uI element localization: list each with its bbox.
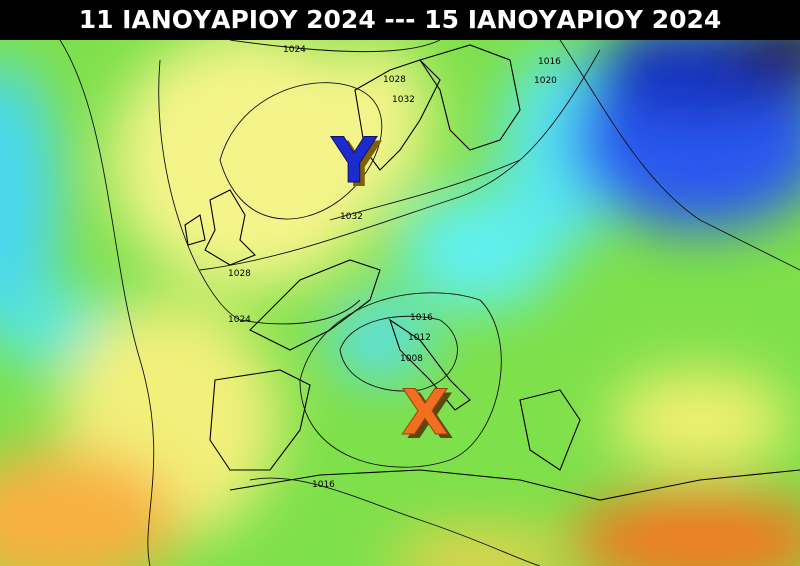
- isobar-label: 1016: [312, 480, 335, 490]
- isobar-label: 1016: [410, 313, 433, 323]
- isobar-label: 1028: [228, 269, 251, 279]
- isobars: [59, 40, 800, 566]
- isobar-label: 1020: [534, 76, 557, 86]
- isobar-label: 1016: [538, 57, 561, 67]
- anomaly-field: [0, 40, 800, 566]
- high-marker: Y: [331, 124, 378, 197]
- isobar-label: 1032: [392, 95, 415, 105]
- coastlines: [184, 44, 800, 501]
- isobar-label: 1012: [408, 333, 431, 343]
- title: 11 ΙΑΝΟΥΑΡΙΟΥ 2024 --- 15 ΙΑΝΟΥΑΡΙΟΥ 202…: [79, 5, 722, 34]
- marker-shadow: Y: [336, 128, 383, 201]
- isobar-label: 1024: [283, 45, 306, 55]
- isobar-labels: 1024 1028 1032 1016 1020 1032 1028 1024 …: [228, 45, 561, 490]
- isobar-label: 1024: [228, 315, 251, 325]
- isobar-label: 1032: [340, 212, 363, 222]
- isobar-label: 1008: [400, 354, 423, 364]
- low-marker: X: [401, 376, 449, 449]
- title-bar: [0, 0, 800, 40]
- marker-shadow: X: [406, 380, 454, 453]
- pressure-centers: Y Y X X: [330, 124, 454, 454]
- isobar-label: 1028: [383, 75, 406, 85]
